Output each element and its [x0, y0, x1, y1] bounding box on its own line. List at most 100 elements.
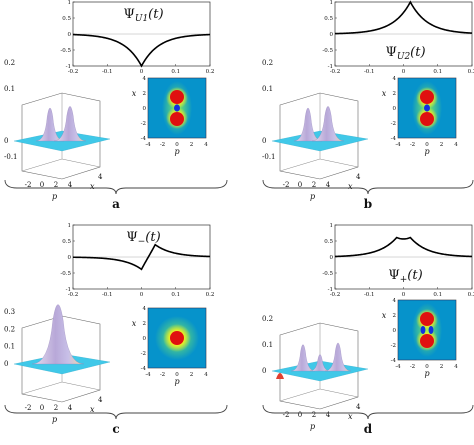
density-y-tick-label: -2 [391, 121, 396, 127]
surface-x-axis-label: x [348, 412, 353, 421]
series-line [334, 0, 473, 35]
surface-z-tick-label: -0.1 [262, 153, 276, 161]
surface-z-tick-label: 0.1 [4, 343, 15, 351]
curve-label-symbol: Ψ [385, 45, 396, 60]
density-x-tick-label: 4 [454, 142, 458, 148]
surface-peak [290, 344, 316, 372]
density-blue-center [174, 104, 180, 112]
line-plot-d: -0.2 -0.1 0 0.1 0.2 1 0.5 0 -0.5 -1 Ψ+(t) [322, 223, 474, 298]
y-tick-label: 1 [68, 0, 72, 6]
density-x-tick-label: 0 [175, 372, 179, 378]
y-tick-label: -0.5 [60, 271, 71, 277]
y-tick-label: -1 [66, 287, 71, 293]
density-plot-d: -4 -2 0 2 4 4 2 0 -2 -4 p x [382, 298, 459, 378]
surface-plot-b: 0.2 0.1 0 -0.1 -2 0 2 4 4 p x [262, 59, 369, 201]
density-y-tick-label: 2 [143, 321, 147, 327]
surface-p-tick-label: -2 [283, 181, 290, 189]
density-x-tick-label: 0 [425, 142, 429, 148]
density-y-tick-label: 2 [393, 91, 397, 97]
surface-peak [311, 106, 345, 142]
density-y-tick-label: 0 [393, 106, 397, 112]
panel-label-a: a [112, 197, 120, 211]
y-tick-label: -0.5 [322, 48, 333, 54]
curve-label-argument: (t) [410, 45, 425, 60]
y-tick-label: 0 [68, 32, 72, 38]
surface-plot-a: 0.2 0.1 0 -0.1 -2 0 2 4 4 p x [4, 59, 111, 201]
surface-p-tick-label: 4 [68, 404, 73, 412]
series-line [334, 236, 473, 258]
density-x-tick-label: 2 [190, 142, 194, 148]
density-red-lobe [170, 90, 184, 104]
surface-peak [293, 107, 323, 142]
surface-red-edge [276, 373, 284, 379]
y-tick-label: 1 [330, 0, 334, 6]
surface-plot-c: 0.3 0.2 0.1 0 -2 0 2 4 4 p x [4, 304, 111, 424]
density-x-tick-label: -2 [410, 142, 415, 148]
panel-brace [262, 404, 474, 420]
surface-box-inner [21, 93, 101, 172]
surface-x-axis-label: x [90, 182, 95, 191]
density-x-tick-label: -2 [160, 142, 165, 148]
density-y-tick-label: 0 [143, 106, 147, 112]
y-tick-label: 1 [68, 223, 72, 229]
x-tick-label: -0.2 [68, 69, 79, 75]
x-tick-label: 0.2 [468, 69, 474, 75]
density-y-tick-label: -4 [141, 366, 147, 372]
y-tick-label: -0.5 [60, 48, 71, 54]
x-tick-label: 0.2 [206, 69, 215, 75]
surface-p-tick-label: -2 [25, 181, 32, 189]
density-x-tick-label: -2 [160, 372, 165, 378]
density-y-axis-label: x [132, 89, 137, 98]
y-tick-label: -1 [66, 64, 71, 70]
y-tick-label: 0 [68, 255, 72, 261]
y-tick-label: -1 [328, 287, 333, 293]
curve-label-subscript: U1 [135, 14, 148, 24]
curve-label: Ψ−(t) [126, 230, 160, 247]
panel-a: -0.2 -0.1 0 0.1 0.210.50-0.5-1ΨU1(t)0.20.10-… [4, 0, 228, 211]
curve-label-argument: (t) [148, 7, 163, 22]
surface-z-tick-label: -0.1 [4, 153, 18, 161]
x-tick-label: 0 [140, 292, 144, 298]
surface-z-tick-label: 0 [262, 137, 266, 145]
y-tick-label: 0.5 [62, 239, 71, 245]
y-tick-label: 0 [330, 255, 334, 261]
density-y-tick-label: 4 [393, 298, 397, 304]
x-tick-label: 0 [140, 69, 144, 75]
curve-label: ΨU2(t) [385, 45, 425, 62]
y-tick-label: 0.5 [324, 16, 333, 22]
density-red-lobe [420, 334, 434, 348]
density-y-tick-label: -2 [391, 343, 396, 349]
curve-label: Ψ+(t) [388, 268, 422, 285]
x-tick-label: 0 [402, 292, 406, 298]
density-red-lobe [420, 112, 434, 126]
x-tick-label: -0.2 [68, 292, 79, 298]
y-tick-label: -1 [328, 64, 333, 70]
surface-plot-d: 0.2 0.1 0 -2 0 2 4 4 p x [262, 315, 369, 431]
curve-label-symbol: Ψ [126, 230, 137, 245]
y-tick-label: 0 [330, 32, 334, 38]
surface-peak [31, 304, 85, 365]
x-tick-label: 0.1 [433, 292, 442, 298]
surface-peak [53, 106, 87, 142]
x-tick-label: 0.2 [206, 292, 215, 298]
line-plot-c: -0.2 -0.1 0 0.1 0.2 1 0.5 0 -0.5 -1 Ψ−(t) [60, 223, 214, 298]
density-y-tick-label: -2 [141, 121, 146, 127]
surface-p-tick-label: 4 [68, 181, 73, 189]
surface-z-tick-label: 0 [4, 360, 8, 368]
density-y-tick-label: -2 [141, 351, 146, 357]
density-y-tick-label: -4 [141, 136, 147, 142]
surface-x-axis-label: x [348, 182, 353, 191]
surface-x-tick-label: 4 [98, 396, 103, 404]
surface-z-tick-label: 0.1 [262, 341, 273, 349]
series-line [72, 33, 211, 68]
density-x-axis-label: p [424, 147, 429, 156]
density-x-axis-label: p [424, 369, 429, 378]
surface-p-tick-label: 2 [54, 404, 58, 412]
density-x-tick-label: -2 [410, 364, 415, 370]
density-x-tick-label: 0 [175, 142, 179, 148]
surface-z-tick-label: 0.2 [4, 59, 15, 67]
density-y-axis-label: x [132, 319, 137, 328]
surface-x-tick-label: 4 [98, 173, 103, 181]
surface-z-tick-label: 0.3 [4, 308, 15, 316]
